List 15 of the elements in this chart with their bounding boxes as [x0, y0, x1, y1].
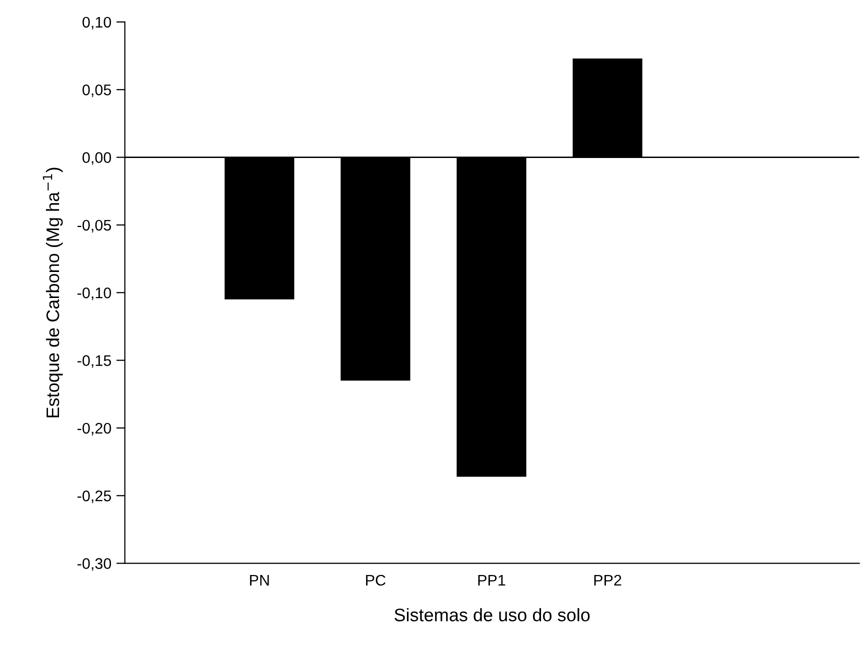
y-tick-label: -0,10 [78, 288, 112, 300]
y-tick-label: -0,15 [78, 355, 112, 368]
x-axis-title: Sistemas de uso do solo [394, 608, 590, 622]
y-tick-label: -0,25 [78, 490, 112, 504]
y-tick-label: 0,10 [82, 16, 112, 30]
x-tick-label: PP1 [478, 574, 506, 586]
y-tick-label: -0,30 [78, 558, 112, 571]
y-tick-label: -0,05 [78, 220, 112, 232]
x-tick-label: PC [366, 574, 386, 586]
y-tick-label: 0,05 [82, 84, 112, 98]
y-tick-label: -0,20 [78, 422, 112, 436]
x-tick-label: PN [250, 574, 269, 586]
y-tick-label: 0,00 [82, 152, 112, 165]
x-tick-label: PP2 [594, 574, 622, 586]
y-axis-title: Estoque de Carbono (Mg ha$^{−1}$) [42, 168, 63, 418]
